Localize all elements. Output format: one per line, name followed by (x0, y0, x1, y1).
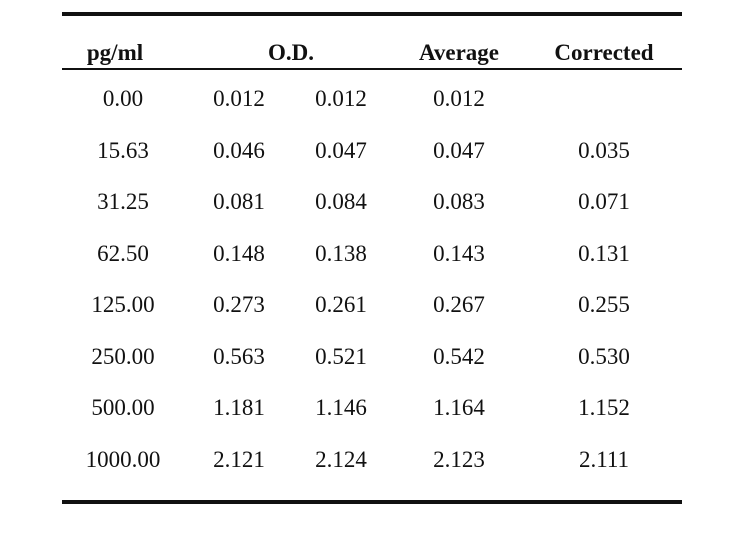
cell-od-1: 0.081 (213, 189, 265, 214)
cell-od-1: 2.121 (213, 446, 265, 472)
table-row: 31.25 0.081 0.084 0.083 0.071 (62, 181, 682, 233)
cell-corrected: 0.255 (578, 292, 630, 317)
cell-od-1: 0.273 (213, 292, 265, 317)
cell-average: 0.083 (433, 189, 485, 214)
cell-corrected: 0.071 (578, 189, 630, 214)
cell-od-2: 0.012 (315, 86, 367, 111)
cell-corrected: 1.152 (578, 395, 630, 420)
cell-average: 0.012 (433, 86, 485, 111)
header-concentration: pg/ml (86, 40, 144, 65)
cell-concentration: 62.50 (97, 240, 149, 266)
header-average: Average (418, 40, 500, 65)
cell-od-2: 0.047 (315, 137, 367, 163)
table-row: 0.00 0.012 0.012 0.012 (62, 78, 682, 130)
cell-concentration: 31.25 (97, 189, 149, 214)
table-row: 1000.00 2.121 2.124 2.123 2.111 (62, 439, 682, 491)
table-row: 125.00 0.273 0.261 0.267 0.255 (62, 284, 682, 336)
table-body: 0.00 0.012 0.012 0.012 15.63 0.046 0.047 0.047 0… (62, 70, 682, 490)
cell-concentration: 500.00 (91, 395, 155, 420)
cell-concentration: 1000.00 (85, 446, 161, 472)
cell-od-2: 1.146 (315, 395, 367, 420)
table-bottom-rule (62, 500, 682, 504)
cell-od-1: 0.563 (213, 343, 265, 369)
cell-average: 0.047 (433, 137, 485, 163)
cell-od-2: 0.261 (315, 292, 367, 317)
cell-average: 0.143 (433, 240, 485, 266)
cell-corrected: 0.131 (578, 240, 630, 266)
table-row: 15.63 0.046 0.047 0.047 0.035 (62, 130, 682, 182)
cell-corrected: 0.035 (578, 137, 630, 163)
cell-corrected: 2.111 (578, 446, 630, 472)
cell-concentration: 250.00 (91, 343, 155, 369)
cell-od-2: 0.521 (315, 343, 367, 369)
table-top-rule (62, 12, 682, 16)
cell-od-1: 0.046 (213, 137, 265, 163)
od-standard-curve-table: pg/ml O.D. Average Corrected 0.00 0.012 0.… (62, 12, 682, 504)
cell-od-2: 0.138 (315, 240, 367, 266)
cell-od-1: 0.148 (213, 240, 265, 266)
cell-average: 2.123 (433, 446, 485, 472)
cell-average: 1.164 (433, 395, 485, 420)
cell-average: 0.542 (433, 343, 485, 369)
cell-od-2: 0.084 (315, 189, 367, 214)
header-od: O.D. (268, 40, 314, 65)
cell-od-1: 1.181 (213, 395, 265, 420)
cell-concentration: 0.00 (102, 86, 144, 111)
table-row: 500.00 1.181 1.146 1.164 1.152 (62, 387, 682, 439)
table-header-row: pg/ml O.D. Average Corrected (62, 16, 682, 68)
table-row: 62.50 0.148 0.138 0.143 0.131 (62, 233, 682, 285)
table-row: 250.00 0.563 0.521 0.542 0.530 (62, 336, 682, 388)
cell-od-2: 2.124 (315, 446, 367, 472)
cell-concentration: 125.00 (91, 292, 155, 317)
table-header-rule (62, 68, 682, 70)
cell-corrected: 0.530 (578, 343, 630, 369)
cell-average: 0.267 (433, 292, 485, 317)
header-corrected: Corrected (554, 40, 654, 65)
cell-od-1: 0.012 (213, 86, 265, 111)
cell-concentration: 15.63 (97, 137, 149, 163)
